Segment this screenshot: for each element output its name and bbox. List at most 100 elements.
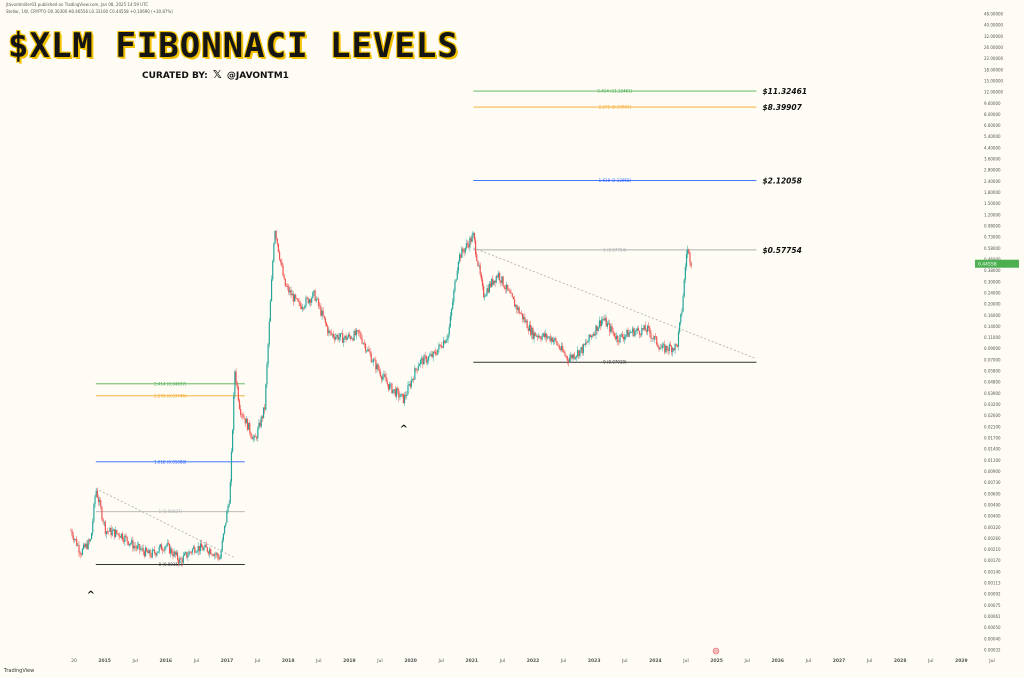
candle-body [109,527,111,532]
candle-body [559,348,562,350]
candle-body [111,530,113,536]
candle-body [369,351,371,354]
candle-body [394,389,396,397]
candle-body [178,559,180,563]
candle-body [378,369,380,372]
candle-body [366,350,368,352]
y-tick-label: 0.24000 [984,290,1001,295]
candle-body [89,539,92,542]
candle-body [421,358,423,360]
candle-body [158,546,160,552]
candle-body [92,521,94,533]
candle-body [400,393,402,397]
pivot-marker: ^ [87,590,95,601]
candle-body [578,350,580,357]
candle-body [512,296,515,300]
candle-body [470,238,472,242]
candle-body [410,380,413,387]
candle-body [361,338,363,344]
candle-body [453,290,455,302]
candle-body [399,396,401,398]
x-tick-label: Jul [621,658,627,664]
candle-body [468,244,470,248]
candle-body [353,331,355,341]
candle-body [478,265,480,266]
candle-body [574,357,576,359]
candle-body [117,533,119,534]
candle-body [203,547,205,551]
candle-body [327,326,329,334]
fib-level-label: 1.618 (0.01088) [154,459,187,464]
candle-body [479,265,481,275]
candle-body [405,395,407,397]
x-tick-label: 2024 [649,658,662,664]
candle-body [269,301,272,322]
candle-body [351,338,353,339]
fib-level-label: 2.414 (11.32461) [597,89,632,94]
candle-body [442,340,445,348]
candle-body [540,338,542,340]
candle-body [646,325,649,332]
candle-body [500,280,502,283]
candle-body [364,343,367,352]
candle-body [440,345,442,348]
candle-body [100,500,102,508]
candle-body [483,286,485,298]
candle-body [99,500,101,503]
candle-body [480,274,482,280]
candle-body [582,343,584,354]
candle-body [171,548,173,554]
candle-body [184,552,187,554]
candle-body [265,384,267,410]
candle-body [563,351,565,353]
candle-body [82,544,85,549]
candle-body [449,316,451,328]
candle-body [292,293,294,302]
candle-body [507,284,509,290]
candle-body [222,533,225,541]
candle-body [250,432,252,437]
candle-body [609,323,611,332]
fib-price-callout: $2.12058 [762,176,801,185]
fib-level-label: 0 (0.07039) [603,360,627,365]
candle-body [136,545,139,549]
candle-body [549,336,551,342]
x-tick-label: 2016 [160,658,173,664]
candle-body [409,383,411,387]
y-tick-label: 0.16000 [984,313,1001,318]
candle-body [381,376,383,380]
candle-body [173,551,175,557]
candle-body [452,301,454,309]
candle-body [128,543,131,546]
candle-body [622,337,625,340]
candle-body [465,243,468,248]
y-tick-label: 4.40000 [984,145,1001,150]
candle-body [619,334,621,343]
x-tick-label: Jul [682,658,688,664]
candle-body [472,233,474,236]
y-tick-label: 1.20000 [984,212,1001,217]
candle-body [586,342,588,344]
candle-body [280,259,282,263]
candle-body [531,327,533,335]
credit-line: CURATED BY: 𝕏 @JAVONTM1 [142,68,289,81]
fib-price-callout: $8.39907 [762,103,802,112]
candle-body [651,338,653,339]
candle-body [460,254,462,258]
candle-body [88,539,90,542]
candle-body [135,547,137,549]
candle-body [230,451,233,483]
x-tick-label: 20 [71,658,77,664]
candle-body [667,349,669,351]
y-tick-label: 5.40000 [984,134,1001,139]
candle-body [597,327,599,332]
candle-body [672,348,674,353]
candle-body [469,238,471,248]
candle-body [320,306,322,316]
candle-body [241,414,243,416]
candle-body [238,400,241,409]
credit-prefix: CURATED BY: [142,71,208,81]
x-tick-label: 2027 [833,658,846,664]
x-tick-label: 2023 [588,658,601,664]
